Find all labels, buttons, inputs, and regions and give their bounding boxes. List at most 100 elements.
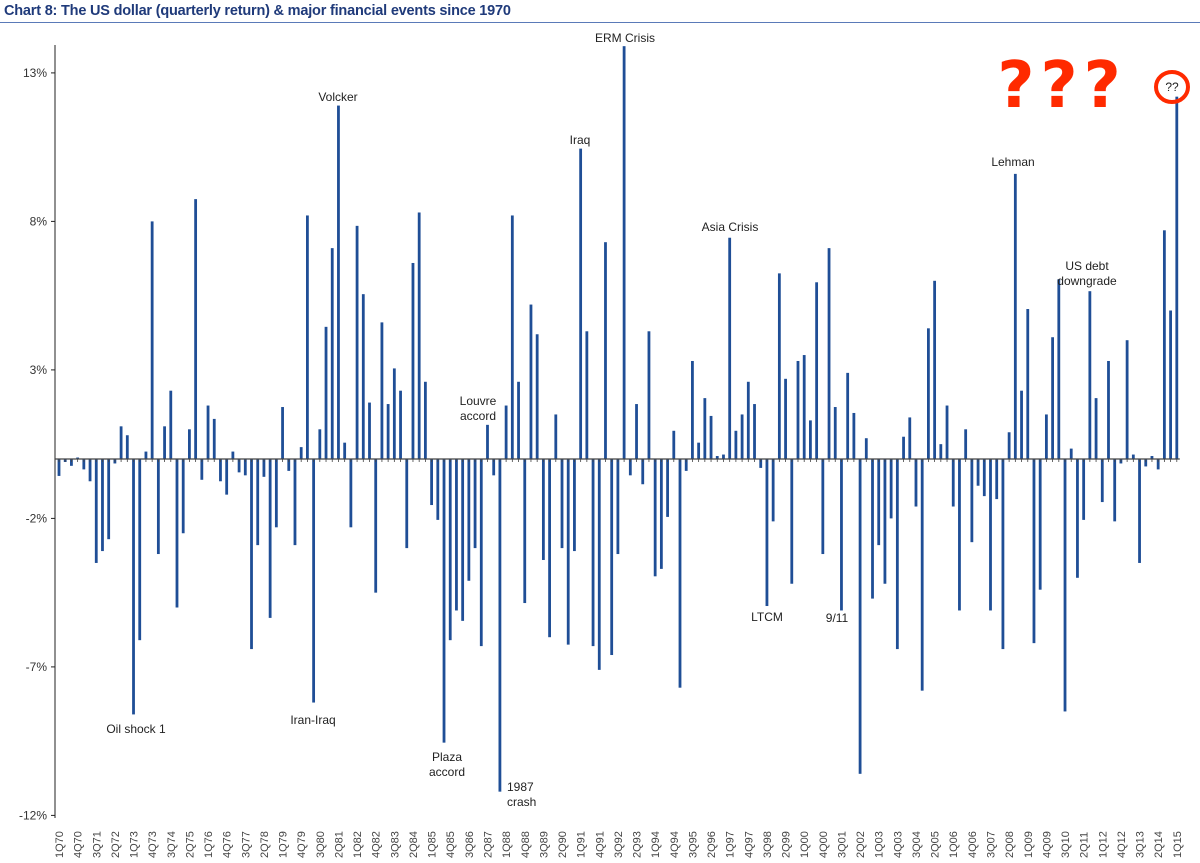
bar	[970, 459, 974, 543]
bar	[82, 459, 86, 470]
bar	[566, 459, 570, 645]
bar	[150, 221, 154, 459]
bar	[287, 459, 291, 471]
bar	[492, 459, 496, 476]
bar	[243, 459, 247, 476]
x-tick-label: 1Q91	[576, 831, 588, 858]
x-tick-label: 1Q12	[1097, 831, 1109, 858]
bar	[411, 262, 415, 459]
bar	[684, 459, 688, 471]
bar	[691, 360, 694, 459]
bar	[628, 459, 632, 476]
bar	[802, 355, 806, 459]
x-tick-label: 2Q14	[1153, 831, 1165, 858]
x-tick-label: 2Q08	[1004, 831, 1016, 858]
bar	[380, 322, 384, 459]
bar	[132, 459, 135, 715]
bar	[57, 459, 61, 476]
bar	[324, 326, 328, 459]
bar	[815, 282, 819, 459]
bar	[1007, 432, 1011, 459]
bar	[622, 46, 626, 460]
bar	[399, 390, 402, 459]
y-tick-label: -2%	[26, 511, 48, 525]
bar	[933, 280, 937, 459]
bar	[535, 334, 539, 459]
bar	[765, 459, 769, 607]
bar	[709, 415, 713, 459]
bar	[989, 459, 992, 611]
bar	[386, 404, 390, 459]
x-tick-label: 4Q70	[73, 831, 85, 858]
x-tick-label: 3Q74	[166, 831, 178, 858]
question-marks-overlay: ???	[997, 49, 1126, 123]
bar	[672, 430, 676, 459]
bar	[821, 459, 825, 555]
x-tick-label: 1Q00	[799, 831, 811, 858]
bar	[616, 459, 620, 555]
bar	[1013, 173, 1017, 459]
x-tick-label: 1Q03	[874, 831, 886, 858]
x-tick-label: 2Q05	[930, 831, 942, 858]
bar	[517, 381, 520, 459]
bar	[1020, 390, 1023, 459]
bar	[927, 328, 930, 459]
annotations-group: Oil shock 1Iran-IraqVolckerPlazaaccordLo…	[106, 31, 1190, 809]
x-tick-label: 3Q98	[762, 831, 774, 858]
bar	[1094, 398, 1098, 459]
bar	[554, 414, 558, 459]
x-tick-label: 2Q02	[855, 831, 867, 858]
bar	[156, 459, 160, 555]
annotation-label: Lehman	[991, 155, 1034, 169]
bar	[486, 424, 489, 459]
bar	[181, 459, 185, 534]
x-tick-label: 4Q09	[1041, 831, 1053, 858]
bar	[355, 225, 359, 459]
bar	[1044, 414, 1048, 459]
bar	[585, 331, 589, 459]
bar	[529, 304, 533, 459]
x-tick-label: 2Q72	[110, 831, 122, 858]
bar	[902, 436, 905, 459]
bar	[256, 459, 260, 546]
bar	[653, 459, 657, 577]
bar	[125, 435, 129, 459]
bar	[107, 459, 111, 540]
bar	[461, 459, 465, 621]
bar	[94, 459, 98, 563]
annotation-label: crash	[507, 795, 536, 809]
bar	[796, 360, 800, 459]
x-tick-label: 3Q10	[1060, 831, 1072, 858]
bar	[306, 215, 309, 459]
annotation-label: accord	[429, 765, 465, 779]
bar	[635, 404, 638, 459]
bar	[1169, 310, 1172, 459]
annotation-label: ??	[1165, 80, 1179, 94]
bar	[1144, 459, 1148, 467]
bars-group	[57, 46, 1179, 792]
y-tick-label: 3%	[30, 363, 48, 377]
bar	[746, 381, 750, 459]
bar	[219, 459, 222, 482]
bar	[541, 459, 545, 560]
bar	[225, 459, 229, 495]
x-tick-label: 1Q97	[725, 831, 737, 858]
bar	[759, 459, 763, 468]
bar	[889, 459, 893, 519]
bar	[231, 451, 235, 459]
bar	[392, 368, 396, 459]
x-tick-label: 1Q70	[54, 831, 66, 858]
bar	[423, 381, 427, 459]
bar	[877, 459, 881, 546]
bar	[852, 412, 856, 459]
bar	[343, 442, 347, 459]
annotation-label: accord	[460, 409, 496, 423]
bar	[88, 459, 92, 482]
bar	[1113, 459, 1117, 522]
x-tick-label: 3Q13	[1135, 831, 1147, 858]
bar	[715, 456, 719, 459]
bar	[995, 459, 999, 500]
annotation-label: 9/11	[826, 611, 849, 625]
x-tick-label: 4Q85	[445, 831, 457, 858]
